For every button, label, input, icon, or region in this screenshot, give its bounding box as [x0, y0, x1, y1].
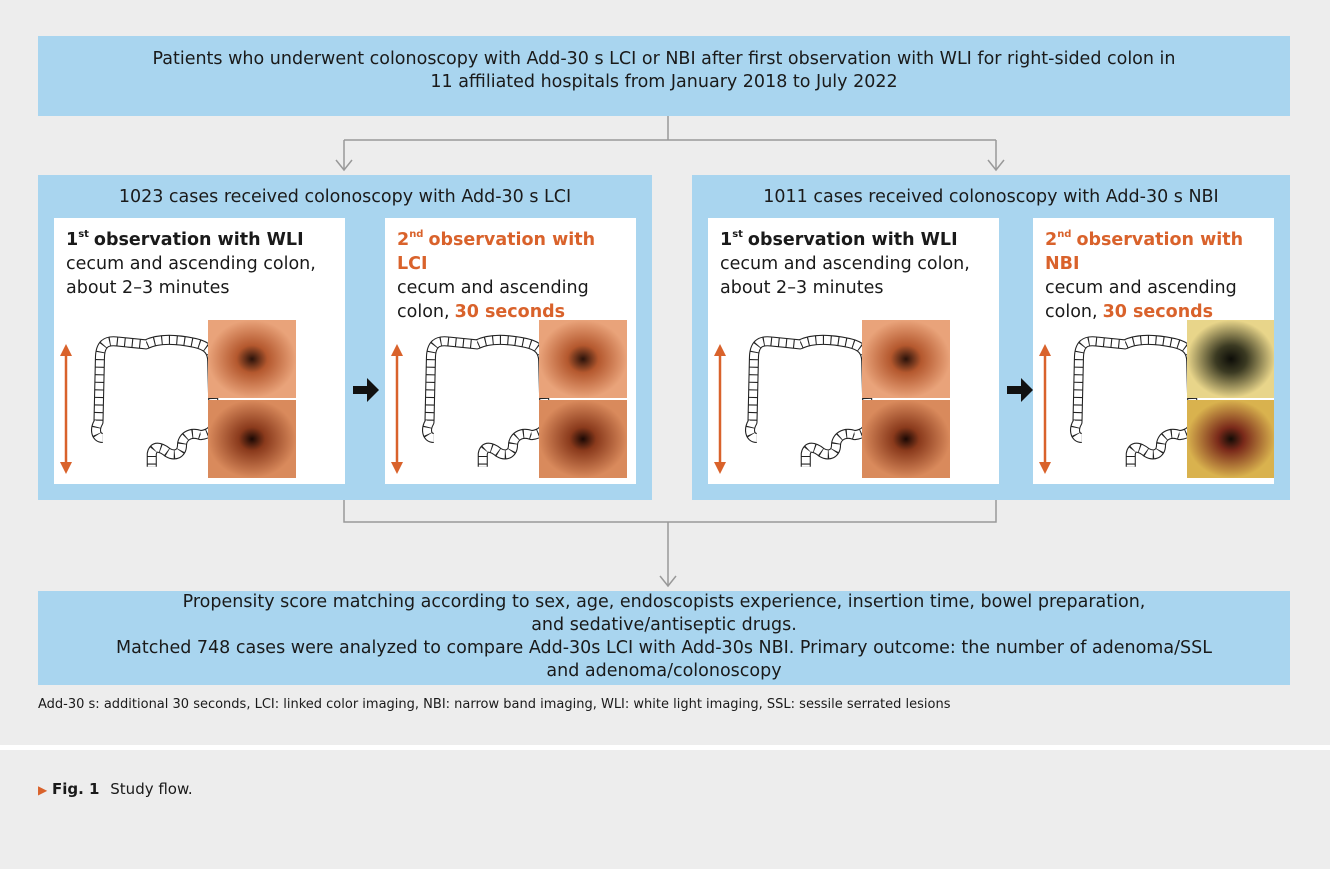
rect-shape	[539, 320, 627, 398]
bottom-line: and sedative/antiseptic drugs.	[38, 614, 1290, 637]
ordinal: 2	[1045, 230, 1057, 250]
caption-label: Fig. 1	[52, 780, 99, 798]
caption: ▶ Fig. 1 Study flow.	[38, 780, 193, 798]
panel-description: cecum and ascending colon, about 2–3 min…	[66, 254, 316, 298]
endoscopy-photos	[539, 320, 627, 478]
page: Patients who underwent colonoscopy with …	[0, 0, 1330, 869]
endoscopy-photos	[1187, 320, 1274, 478]
bottom-box: Propensity score matching according to s…	[38, 591, 1290, 685]
panel-heading: observation with WLI	[94, 230, 304, 250]
bottom-line: Propensity score matching according to s…	[38, 591, 1290, 614]
range-arrow	[391, 344, 403, 474]
rect-shape	[1187, 320, 1274, 398]
path-shape	[1007, 378, 1033, 402]
ordinal-suffix: st	[78, 229, 89, 240]
panel-heading: observation with LCI	[397, 230, 595, 274]
rect-shape	[539, 400, 627, 478]
merge-line	[344, 500, 996, 586]
group-box: 1011 cases received colonoscopy with Add…	[692, 175, 1290, 500]
colon-drawing	[96, 340, 214, 467]
split-line	[344, 116, 996, 170]
observation-panel: 1st observation with WLI cecum and ascend…	[708, 218, 999, 484]
colon-drawing	[1075, 340, 1193, 467]
step-arrow	[351, 375, 381, 405]
colon-drawing	[750, 340, 868, 467]
path-shape	[750, 340, 868, 467]
colon-drawing	[427, 340, 545, 467]
separator	[0, 745, 1330, 750]
ordinal-suffix: st	[732, 229, 743, 240]
endoscopy-photos	[208, 320, 296, 478]
panel-text: 1st observation with WLI cecum and ascend…	[720, 228, 993, 300]
panel-heading: observation with WLI	[748, 230, 958, 250]
rect-shape	[1187, 400, 1274, 478]
endoscopy-photos	[862, 320, 950, 478]
illustration	[385, 318, 636, 484]
caption-text: Study flow.	[110, 780, 192, 798]
panel-description: cecum and ascending colon, about 2–3 min…	[720, 254, 970, 298]
path-shape	[96, 340, 214, 467]
rect-shape	[862, 400, 950, 478]
step-arrow	[1005, 375, 1035, 405]
illustration	[1033, 318, 1274, 484]
group-title: 1023 cases received colonoscopy with Add…	[38, 187, 652, 207]
rect-shape	[208, 400, 296, 478]
caption-marker: ▶	[38, 783, 47, 797]
illustration	[708, 318, 999, 484]
ordinal-suffix: nd	[1057, 229, 1071, 240]
panel-heading: observation with NBI	[1045, 230, 1243, 274]
bottom-line: and adenoma/colonoscopy	[38, 660, 1290, 683]
arrowhead	[336, 160, 1004, 170]
bottom-line: Matched 748 cases were analyzed to compa…	[38, 637, 1290, 660]
ordinal: 1	[66, 230, 78, 250]
ordinal-suffix: nd	[409, 229, 423, 240]
path-shape	[353, 378, 379, 402]
range-arrow	[714, 344, 726, 474]
observation-panel: 1st observation with WLI cecum and ascend…	[54, 218, 345, 484]
illustration	[54, 318, 345, 484]
panel-text: 1st observation with WLI cecum and ascend…	[66, 228, 339, 300]
group-title: 1011 cases received colonoscopy with Add…	[692, 187, 1290, 207]
ordinal: 1	[720, 230, 732, 250]
ordinal: 2	[397, 230, 409, 250]
path-shape	[1075, 340, 1193, 467]
range-arrow	[1039, 344, 1051, 474]
path-shape	[427, 340, 545, 467]
rect-shape	[208, 320, 296, 398]
footnote: Add-30 s: additional 30 seconds, LCI: li…	[38, 697, 951, 712]
rect-shape	[862, 320, 950, 398]
group-box: 1023 cases received colonoscopy with Add…	[38, 175, 652, 500]
range-arrow	[60, 344, 72, 474]
